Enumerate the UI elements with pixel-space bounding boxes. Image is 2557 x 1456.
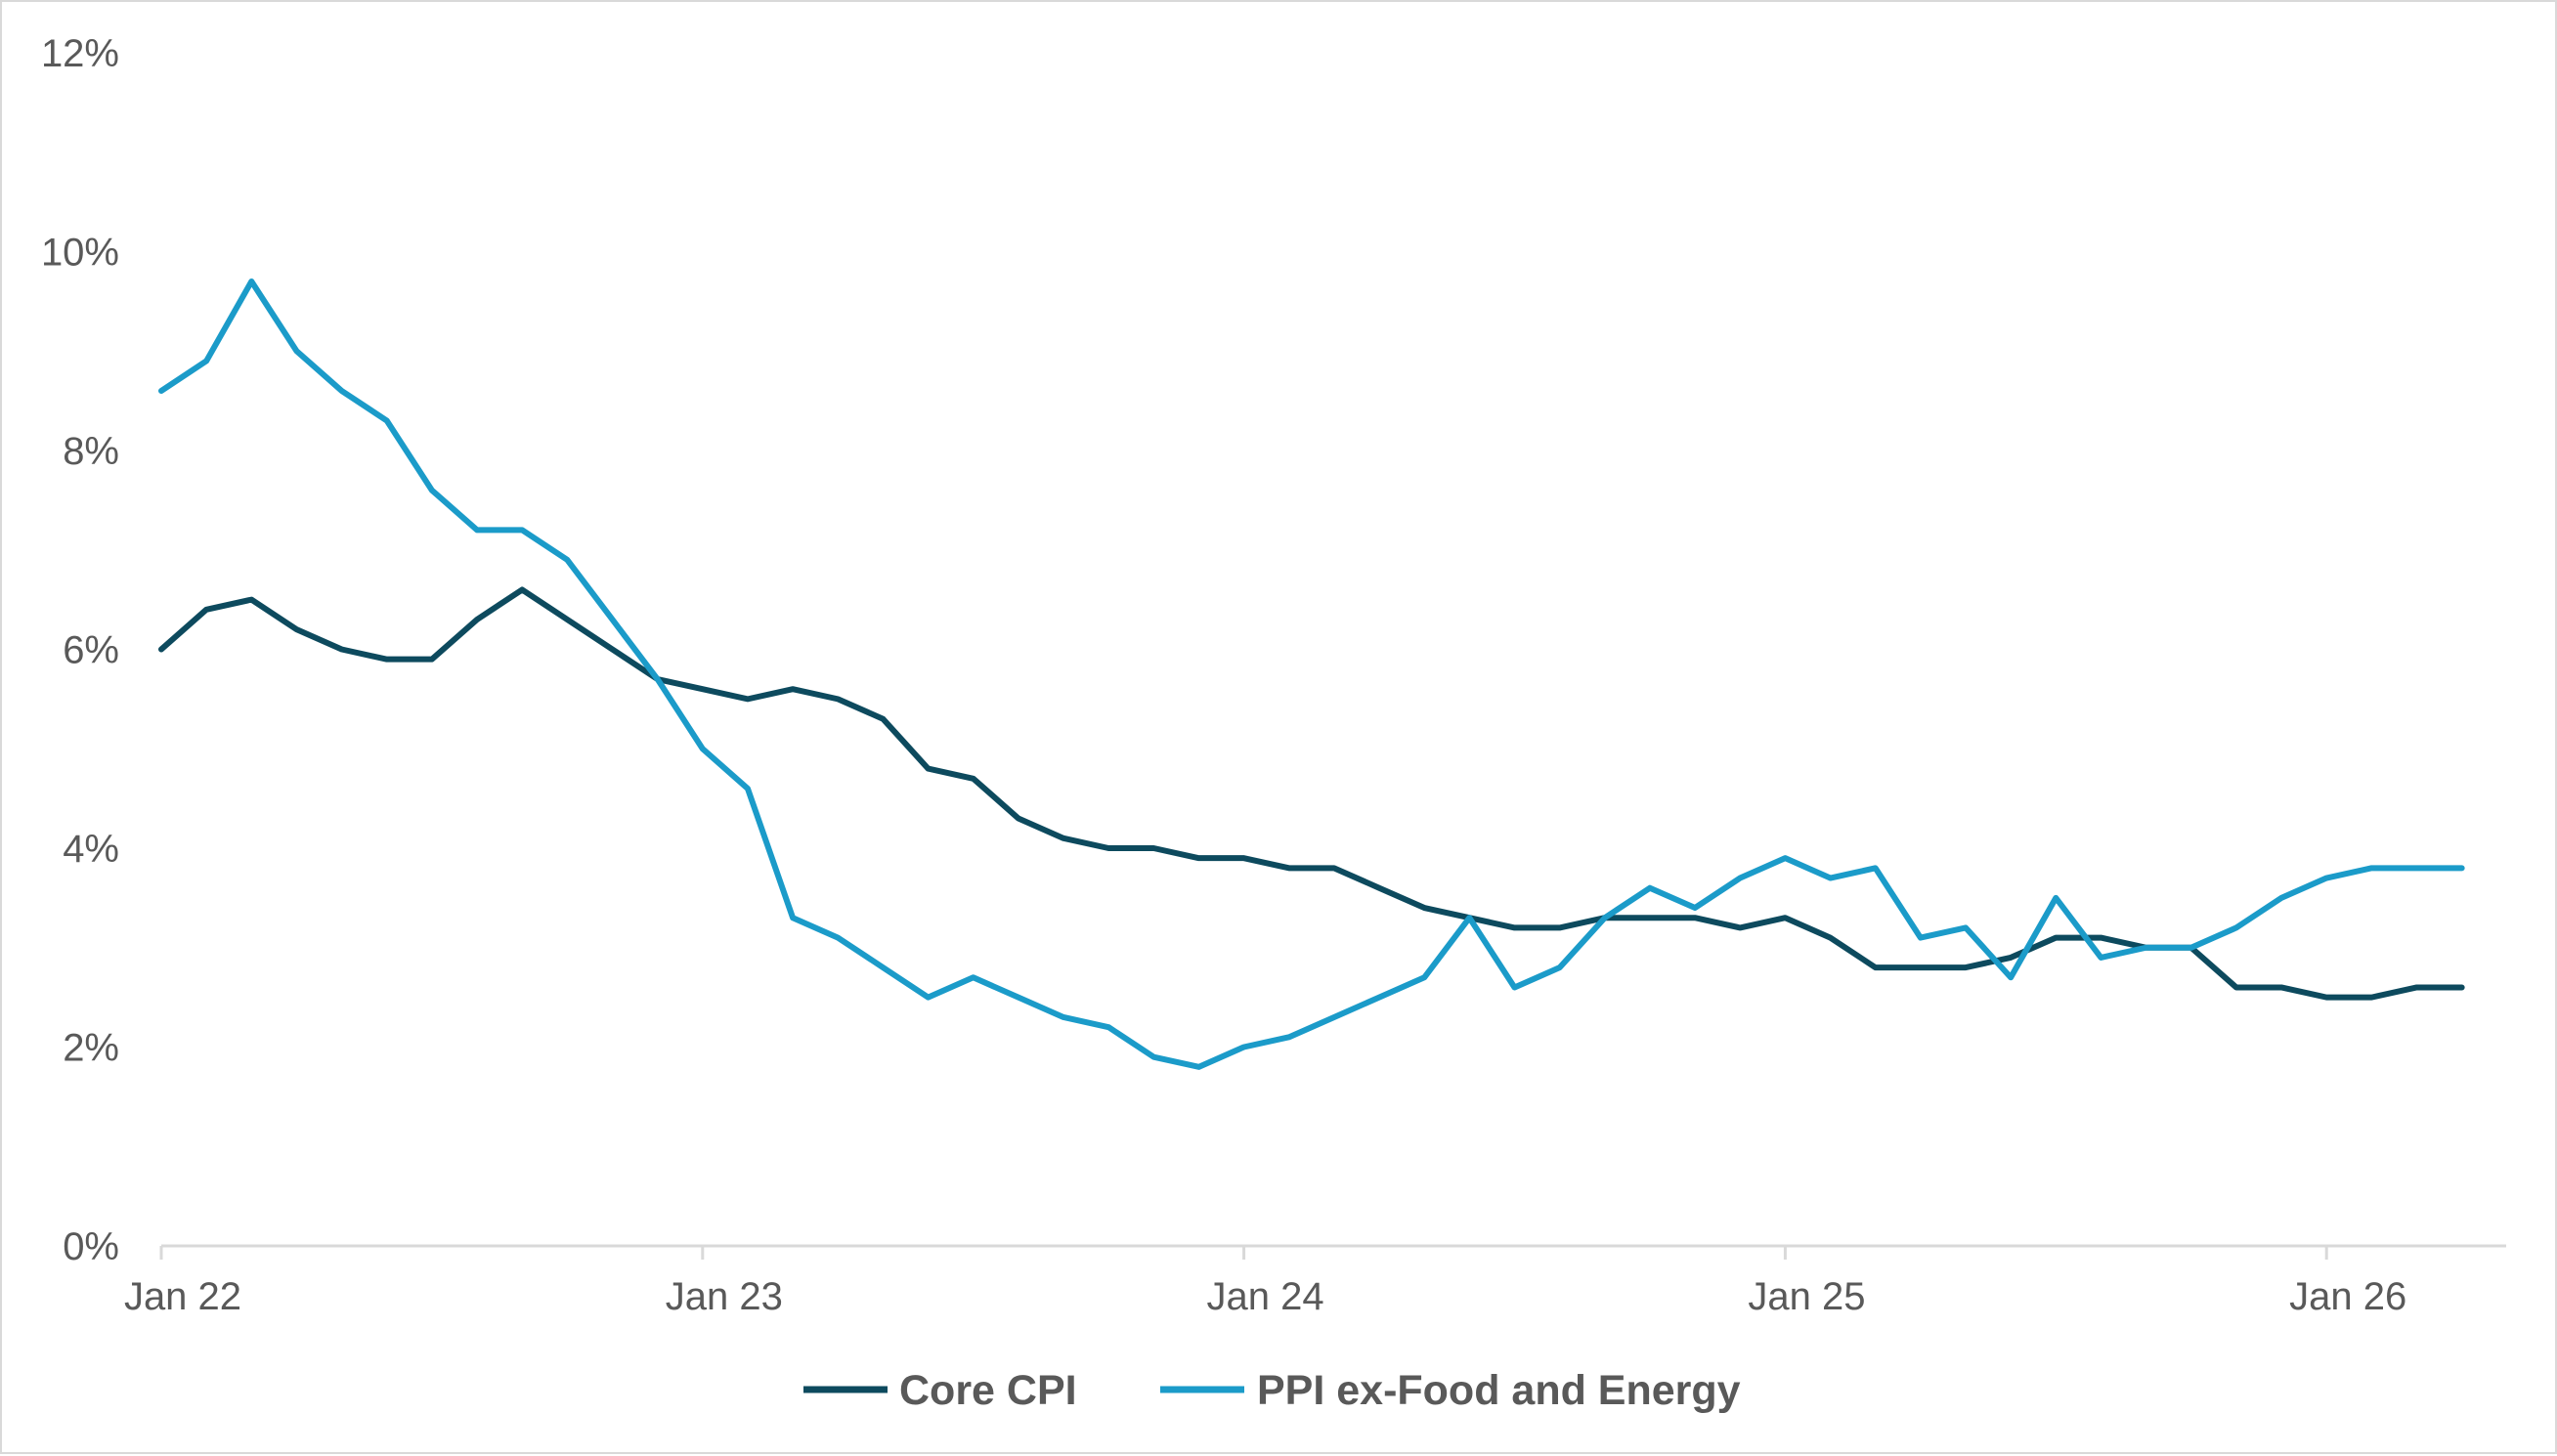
series-layer bbox=[158, 278, 2465, 1070]
y-tick-label: 2% bbox=[63, 1027, 119, 1070]
y-tick-label: 4% bbox=[63, 828, 119, 871]
legend: Core CPI PPI ex-Food and Energy bbox=[803, 1367, 1741, 1414]
y-axis-labels: 0% 2% 4% 6% 8% 10% 12% bbox=[41, 32, 119, 1268]
legend-label: PPI ex-Food and Energy bbox=[1257, 1367, 1741, 1414]
y-tick-label: 0% bbox=[63, 1225, 119, 1268]
y-tick-label: 12% bbox=[41, 32, 119, 75]
y-tick-label: 8% bbox=[63, 430, 119, 473]
y-tick-label: 6% bbox=[63, 629, 119, 672]
legend-label: Core CPI bbox=[899, 1367, 1077, 1414]
x-tick-label: Jan 25 bbox=[1748, 1275, 1865, 1318]
x-tick-label: Jan 26 bbox=[2289, 1275, 2406, 1318]
series-line-ppi-ex-food-energy bbox=[158, 278, 2465, 1070]
x-tick-label: Jan 23 bbox=[666, 1275, 783, 1318]
x-axis: Jan 22 Jan 23 Jan 24 Jan 25 Jan 26 bbox=[124, 1244, 2506, 1318]
x-tick-label: Jan 24 bbox=[1207, 1275, 1324, 1318]
y-tick-label: 10% bbox=[41, 232, 119, 275]
series-line-core-cpi bbox=[158, 586, 2465, 1001]
x-tick-label: Jan 22 bbox=[124, 1275, 241, 1318]
